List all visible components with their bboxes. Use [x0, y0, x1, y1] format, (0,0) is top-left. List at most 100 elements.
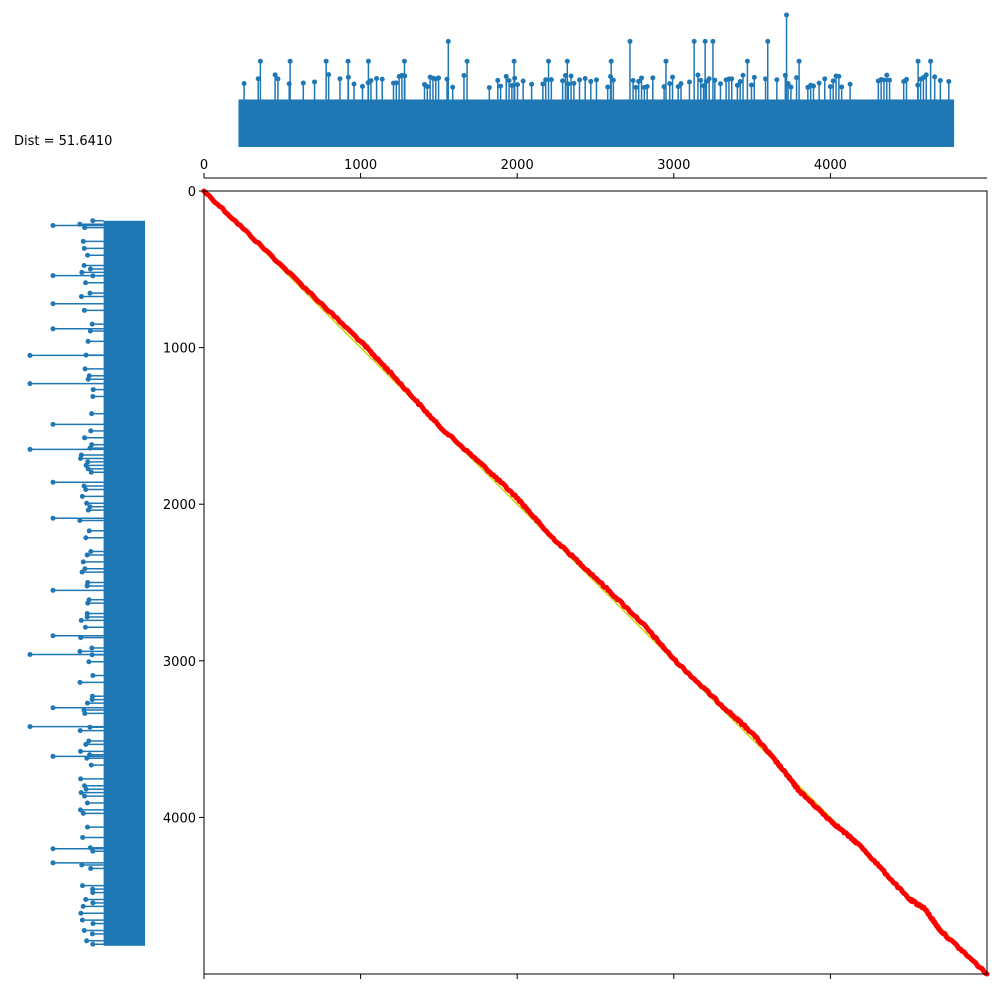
- top-stem-marker: [436, 75, 442, 81]
- top-stem-peak-marker: [608, 58, 614, 64]
- top-stem-marker: [822, 76, 828, 82]
- left-stem-marker: [87, 290, 93, 296]
- left-stem-marker: [79, 569, 85, 575]
- left-stem-marker: [90, 848, 96, 854]
- top-stem-marker: [529, 81, 535, 87]
- top-stem-marker: [560, 78, 566, 84]
- top-stem-peak-marker: [744, 58, 750, 64]
- top-stem-peak-marker: [784, 12, 790, 18]
- left-stem-marker: [89, 697, 95, 703]
- top-stem-peak-marker: [257, 58, 263, 64]
- top-stem-marker: [639, 75, 645, 81]
- top-stem-marker: [337, 76, 343, 82]
- left-stem-marker: [90, 673, 96, 679]
- left-stem-marker: [90, 900, 96, 906]
- left-stem-marker: [88, 762, 94, 768]
- left-stem-marker: [86, 528, 92, 534]
- top-stem-marker: [495, 77, 501, 83]
- left-stem-peak-marker: [50, 846, 56, 852]
- left-stem-marker: [87, 266, 93, 272]
- left-stem-marker: [78, 617, 84, 623]
- top-stem-dense-block: [238, 99, 955, 147]
- top-stem-marker: [374, 75, 380, 81]
- left-stem-marker: [85, 252, 91, 258]
- top-stem-marker: [588, 78, 594, 84]
- top-stem-marker: [582, 75, 588, 81]
- top-stem-marker: [630, 78, 636, 84]
- top-stem-marker: [450, 84, 456, 90]
- top-stem-marker: [887, 77, 893, 83]
- top-stem-peak-marker: [691, 38, 697, 44]
- left-stem-marker: [85, 507, 91, 513]
- left-stem-marker: [83, 896, 89, 902]
- y-tick-label: 0: [188, 185, 196, 200]
- left-stem-marker: [83, 280, 89, 286]
- top-stem-marker: [678, 81, 684, 87]
- left-stem-peak-marker: [50, 301, 56, 307]
- left-stem-marker: [88, 469, 94, 475]
- top-stem-marker: [633, 84, 639, 90]
- left-stem-peak-marker: [27, 446, 33, 452]
- top-stem-marker: [670, 74, 676, 80]
- left-stem-marker: [80, 810, 86, 816]
- left-stem-marker: [89, 931, 95, 937]
- left-stem-plot: [27, 218, 145, 947]
- left-stem-marker: [88, 548, 94, 554]
- left-stem-marker: [90, 921, 96, 927]
- top-stem-marker: [717, 81, 723, 87]
- warping-path-plot: 0 1000 2000 3000 4000: [163, 185, 990, 979]
- left-stem-marker: [82, 566, 88, 572]
- left-stem-marker: [80, 903, 86, 909]
- top-stem-marker: [740, 72, 746, 78]
- top-stem-marker: [748, 82, 754, 88]
- top-stem-marker: [326, 72, 332, 78]
- main-plot-frame: [203, 190, 988, 975]
- top-stem-marker: [904, 76, 910, 82]
- left-stem-marker: [82, 225, 88, 231]
- top-stem-marker: [359, 83, 365, 89]
- top-stem-marker: [241, 81, 247, 87]
- left-stem-peak-marker: [50, 705, 56, 711]
- top-stem-marker: [706, 76, 712, 82]
- top-stem-marker: [810, 83, 816, 89]
- top-stem-marker: [393, 80, 399, 86]
- top-stem-peak-marker: [765, 38, 771, 44]
- left-stem-marker: [84, 700, 90, 706]
- left-stem-marker: [77, 807, 83, 813]
- left-stem-marker: [82, 366, 88, 372]
- top-stem-marker: [937, 77, 943, 83]
- y-tick-label: 1000: [163, 342, 196, 357]
- top-stem-marker: [763, 76, 769, 82]
- top-stem-peak-marker: [464, 58, 470, 64]
- top-stem-marker: [540, 81, 546, 87]
- top-stem-marker: [461, 73, 467, 79]
- top-stem-marker: [774, 77, 780, 83]
- top-x-tick-label: 4000: [814, 158, 847, 173]
- left-stem-marker: [89, 321, 95, 327]
- top-stem-marker: [571, 80, 577, 86]
- left-stem-peak-marker: [27, 724, 33, 730]
- left-stem-marker: [90, 393, 96, 399]
- top-stem-marker: [923, 72, 929, 78]
- left-stem-peak-marker: [50, 421, 56, 427]
- top-stem-marker: [593, 77, 599, 83]
- left-stem-marker: [84, 583, 90, 589]
- top-stem-marker: [351, 81, 357, 87]
- top-stem-marker: [884, 72, 890, 78]
- left-stem-marker: [83, 486, 89, 492]
- top-stem-marker: [794, 75, 800, 81]
- left-stem-marker: [83, 786, 89, 792]
- top-stem-marker: [565, 81, 571, 87]
- left-stem-peak-marker: [50, 860, 56, 866]
- top-stem-peak-marker: [323, 58, 329, 64]
- top-stem-peak-marker: [710, 38, 716, 44]
- top-stem-marker: [424, 84, 430, 90]
- left-stem-dense-block: [103, 220, 145, 946]
- left-stem-marker: [85, 466, 91, 472]
- left-stem-marker: [84, 552, 90, 558]
- left-stem-peak-marker: [27, 652, 33, 658]
- left-stem-marker: [86, 659, 92, 665]
- left-stem-marker: [84, 938, 90, 944]
- distance-annotation: Dist = 51.6410: [14, 134, 113, 149]
